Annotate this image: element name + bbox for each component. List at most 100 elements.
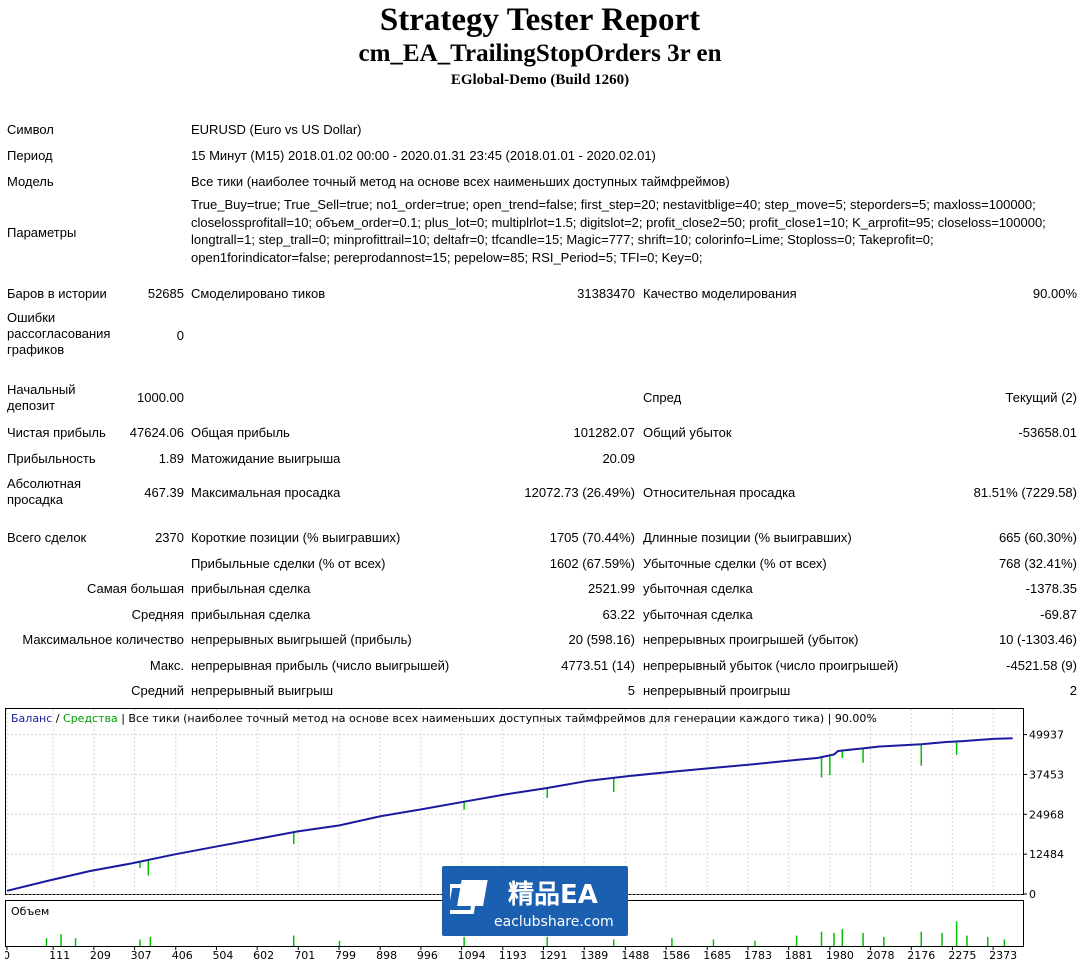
gross-loss-value: -53658.01 xyxy=(1018,425,1077,440)
y-tick-label: 0 xyxy=(1029,888,1036,901)
spread-label: Спред xyxy=(643,390,682,405)
x-tick-label: 1389 xyxy=(580,949,608,960)
period-label: Период xyxy=(7,148,53,163)
y-axis-ticks: 49937 37453 24968 12484 0 xyxy=(1023,729,1064,901)
symbol-label: Символ xyxy=(7,122,54,137)
watermark-brand: 精品EA xyxy=(508,880,598,910)
params-label: Параметры xyxy=(7,225,77,240)
x-tick-label: 2275 xyxy=(948,949,976,960)
long-value: 665 (60.30%) xyxy=(998,530,1077,545)
x-tick-label: 1488 xyxy=(621,949,649,960)
ticks-label: Смоделировано тиков xyxy=(191,286,326,301)
x-tick-label: 996 xyxy=(417,949,438,960)
largest-profit-label: прибыльная сделка xyxy=(191,581,311,596)
chart-grid xyxy=(6,709,1021,895)
model-label: Модель xyxy=(7,174,54,189)
x-tick-label: 1291 xyxy=(540,949,568,960)
x-tick-label: 1980 xyxy=(826,949,854,960)
x-tick-label: 406 xyxy=(172,949,193,960)
avgc-win-label: непрерывный выигрыш xyxy=(191,683,334,698)
pf-label: Прибыльность xyxy=(7,451,96,466)
bars-value: 52685 xyxy=(147,286,184,301)
x-tick-label: 2373 xyxy=(989,949,1017,960)
long-label: Длинные позиции (% выигравших) xyxy=(643,530,852,545)
trades-value: 2370 xyxy=(155,530,184,545)
largest-loss-value: -1378.35 xyxy=(1025,581,1077,596)
gross-profit-label: Общая прибыль xyxy=(191,425,290,440)
spread-value: Текущий (2) xyxy=(1005,390,1078,405)
largest-profit-value: 2521.99 xyxy=(588,581,635,596)
deposit-label: Начальный депозит xyxy=(7,382,76,413)
legend-balance: Баланс xyxy=(11,712,52,725)
y-tick-label: 24968 xyxy=(1029,808,1064,821)
gross-profit-value: 101282.07 xyxy=(573,425,635,440)
avgc-loss-label: непрерывный проигрыш xyxy=(643,683,791,698)
balance-line xyxy=(6,737,1013,892)
x-tick-label: 1094 xyxy=(458,949,486,960)
maxcount-win-value: 20 (598.16) xyxy=(568,632,636,647)
server-build: EGlobal-Demo (Build 1260) xyxy=(450,72,630,88)
x-tick-label: 1881 xyxy=(785,949,813,960)
max-dd-label: Максимальная просадка xyxy=(191,485,341,500)
expect-value: 20.09 xyxy=(602,451,635,466)
maxcount-loss-label: непрерывных проигрышей (убыток) xyxy=(643,632,859,647)
watermark-badge: 精品EA eaclubshare.com xyxy=(442,866,628,936)
loss-trades-label: Убыточные сделки (% от всех) xyxy=(643,556,827,571)
x-tick-label: 1685 xyxy=(703,949,731,960)
x-tick-label: 2176 xyxy=(907,949,935,960)
trades-label: Всего сделок xyxy=(7,530,87,545)
ticks-value: 31383470 xyxy=(577,286,635,301)
symbol-value: EURUSD (Euro vs US Dollar) xyxy=(191,122,362,137)
chart-caption: | Все тики (наиболее точный метод на осн… xyxy=(118,712,877,725)
maxc-win-value: 4773.51 (14) xyxy=(561,658,635,673)
x-tick-label: 2078 xyxy=(867,949,895,960)
report-title: Strategy Tester Report xyxy=(379,2,701,38)
avg-loss-label: убыточная сделка xyxy=(643,607,753,622)
quality-label: Качество моделирования xyxy=(643,286,797,301)
x-tick-label: 799 xyxy=(335,949,356,960)
errors-label: Ошибки рассогласования графиков xyxy=(7,310,111,357)
x-tick-label: 0 xyxy=(5,949,10,960)
gross-loss-label: Общий убыток xyxy=(643,425,732,440)
y-tick-label: 37453 xyxy=(1029,768,1064,781)
profit-trades-value: 1602 (67.59%) xyxy=(549,556,635,571)
avgc-label: Средний xyxy=(131,683,184,698)
x-axis-ticks: 0 111 209 307 406 504 602 701 799 898 996 1094 1193 1… xyxy=(5,946,1017,960)
watermark-logo-icon xyxy=(450,880,488,914)
y-tick-label: 12484 xyxy=(1029,848,1064,861)
loss-trades-value: 768 (32.41%) xyxy=(998,556,1077,571)
profit-trades-label: Прибыльные сделки (% от всех) xyxy=(191,556,386,571)
errors-value: 0 xyxy=(176,328,184,343)
largest-label: Самая большая xyxy=(86,581,184,596)
maxcount-label: Максимальное количество xyxy=(22,632,184,647)
largest-loss-label: убыточная сделка xyxy=(643,581,753,596)
rel-dd-label: Относительная просадка xyxy=(643,485,796,500)
x-tick-label: 898 xyxy=(376,949,397,960)
y-tick-label: 49937 xyxy=(1029,729,1064,742)
volume-series xyxy=(45,921,1006,946)
x-tick-label: 701 xyxy=(294,949,315,960)
expect-label: Матожидание выигрыша xyxy=(191,451,341,466)
net-label: Чистая прибыль xyxy=(7,425,106,440)
bars-label: Баров в истории xyxy=(7,286,107,301)
short-value: 1705 (70.44%) xyxy=(549,530,635,545)
abs-dd-value: 467.39 xyxy=(144,485,184,500)
avg-profit-label: прибыльная сделка xyxy=(191,607,311,622)
avgc-loss-value: 2 xyxy=(1069,683,1077,698)
abs-dd-label: Абсолютная просадка xyxy=(7,476,82,507)
legend-separator: / xyxy=(52,712,63,725)
x-tick-label: 111 xyxy=(49,949,70,960)
x-tick-label: 209 xyxy=(90,949,111,960)
deposit-value: 1000.00 xyxy=(137,390,184,405)
x-tick-label: 1783 xyxy=(744,949,772,960)
max-dd-value: 12072.73 (26.49%) xyxy=(524,485,635,500)
rel-dd-value: 81.51% (7229.58) xyxy=(973,485,1077,500)
main-plot-frame xyxy=(5,708,1024,895)
avg-loss-value: -69.87 xyxy=(1040,607,1077,622)
quality-value: 90.00% xyxy=(1032,286,1077,301)
expert-name: cm_EA_TrailingStopOrders 3r en xyxy=(358,40,722,67)
x-tick-label: 504 xyxy=(212,949,233,960)
maxcount-win-label: непрерывных выигрышей (прибыль) xyxy=(191,632,412,647)
maxc-loss-label: непрерывный убыток (число проигрышей) xyxy=(643,658,899,673)
model-value: Все тики (наиболее точный метод на основ… xyxy=(191,174,730,189)
